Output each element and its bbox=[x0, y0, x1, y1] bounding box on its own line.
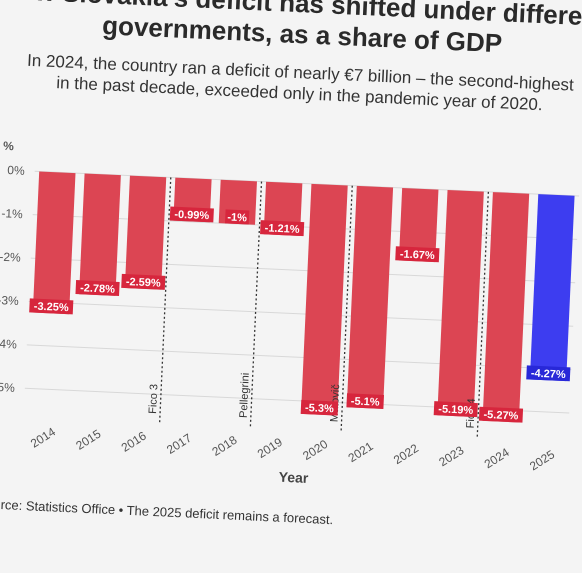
x-tick-label: 2021 bbox=[346, 439, 376, 465]
x-tick-label: 2024 bbox=[482, 445, 512, 471]
annotation-label: Pellegrini bbox=[238, 373, 252, 419]
bar bbox=[398, 187, 439, 263]
data-label-box bbox=[260, 220, 305, 237]
x-tick-label: 2016 bbox=[119, 429, 149, 455]
data-label: -1.21% bbox=[264, 222, 300, 236]
bar bbox=[437, 190, 484, 417]
data-label: -2.59% bbox=[126, 276, 162, 290]
bar bbox=[32, 171, 76, 315]
data-label: -2.78% bbox=[80, 282, 116, 296]
x-tick-label: 2017 bbox=[164, 431, 194, 457]
annotation-line bbox=[476, 191, 490, 437]
y-tick-label: -4% bbox=[0, 336, 17, 351]
x-tick-label: 2022 bbox=[391, 441, 421, 467]
annotation-line bbox=[249, 181, 263, 427]
data-label-box bbox=[346, 393, 385, 409]
annotation-line bbox=[340, 185, 353, 431]
data-label: -5.3% bbox=[305, 402, 334, 415]
data-label-box bbox=[300, 399, 339, 416]
x-tick-label: 2018 bbox=[209, 433, 239, 459]
data-label: -5.1% bbox=[351, 395, 380, 408]
x-tick-label: 2019 bbox=[255, 435, 285, 461]
data-label-box bbox=[29, 298, 74, 315]
annotation-label: Fico 3 bbox=[147, 384, 160, 414]
data-label-box bbox=[433, 401, 478, 418]
x-tick-label: 2023 bbox=[436, 443, 466, 469]
y-tick-label: -1% bbox=[1, 206, 23, 221]
data-label: -4.27% bbox=[531, 368, 567, 382]
x-tick-label: 2020 bbox=[300, 437, 330, 463]
y-tick-label: -3% bbox=[0, 293, 19, 308]
gridline bbox=[26, 344, 572, 371]
data-label: -3.25% bbox=[34, 301, 70, 315]
x-tick-label: 2014 bbox=[28, 424, 58, 450]
data-label: -1% bbox=[227, 212, 247, 225]
x-tick-label: 2025 bbox=[527, 447, 557, 473]
data-label-box bbox=[224, 209, 250, 225]
data-label: -1.67% bbox=[400, 248, 436, 262]
bar bbox=[482, 192, 530, 423]
bar bbox=[346, 185, 394, 409]
x-tick-label: 2015 bbox=[73, 426, 103, 452]
x-axis-title: Year bbox=[278, 469, 309, 486]
data-label-box bbox=[526, 365, 571, 382]
bar bbox=[300, 183, 348, 416]
data-label-box bbox=[478, 406, 524, 423]
data-label-box bbox=[121, 273, 166, 290]
annotation-line bbox=[159, 177, 172, 423]
data-label-box bbox=[75, 280, 120, 297]
data-label: -5.19% bbox=[438, 403, 474, 417]
y-axis-label: % bbox=[3, 139, 15, 153]
y-tick-label: 0% bbox=[7, 163, 25, 178]
bar bbox=[529, 194, 575, 382]
y-tick-label: -2% bbox=[0, 250, 21, 265]
data-label: -5.27% bbox=[483, 409, 519, 423]
data-label: -0.99% bbox=[174, 209, 210, 223]
bar bbox=[124, 175, 167, 290]
data-label-box bbox=[169, 206, 214, 223]
bar bbox=[79, 173, 121, 296]
gridline bbox=[28, 300, 574, 327]
gridline bbox=[32, 214, 578, 240]
data-label-box bbox=[395, 246, 440, 263]
y-tick-label: -5% bbox=[0, 380, 15, 395]
